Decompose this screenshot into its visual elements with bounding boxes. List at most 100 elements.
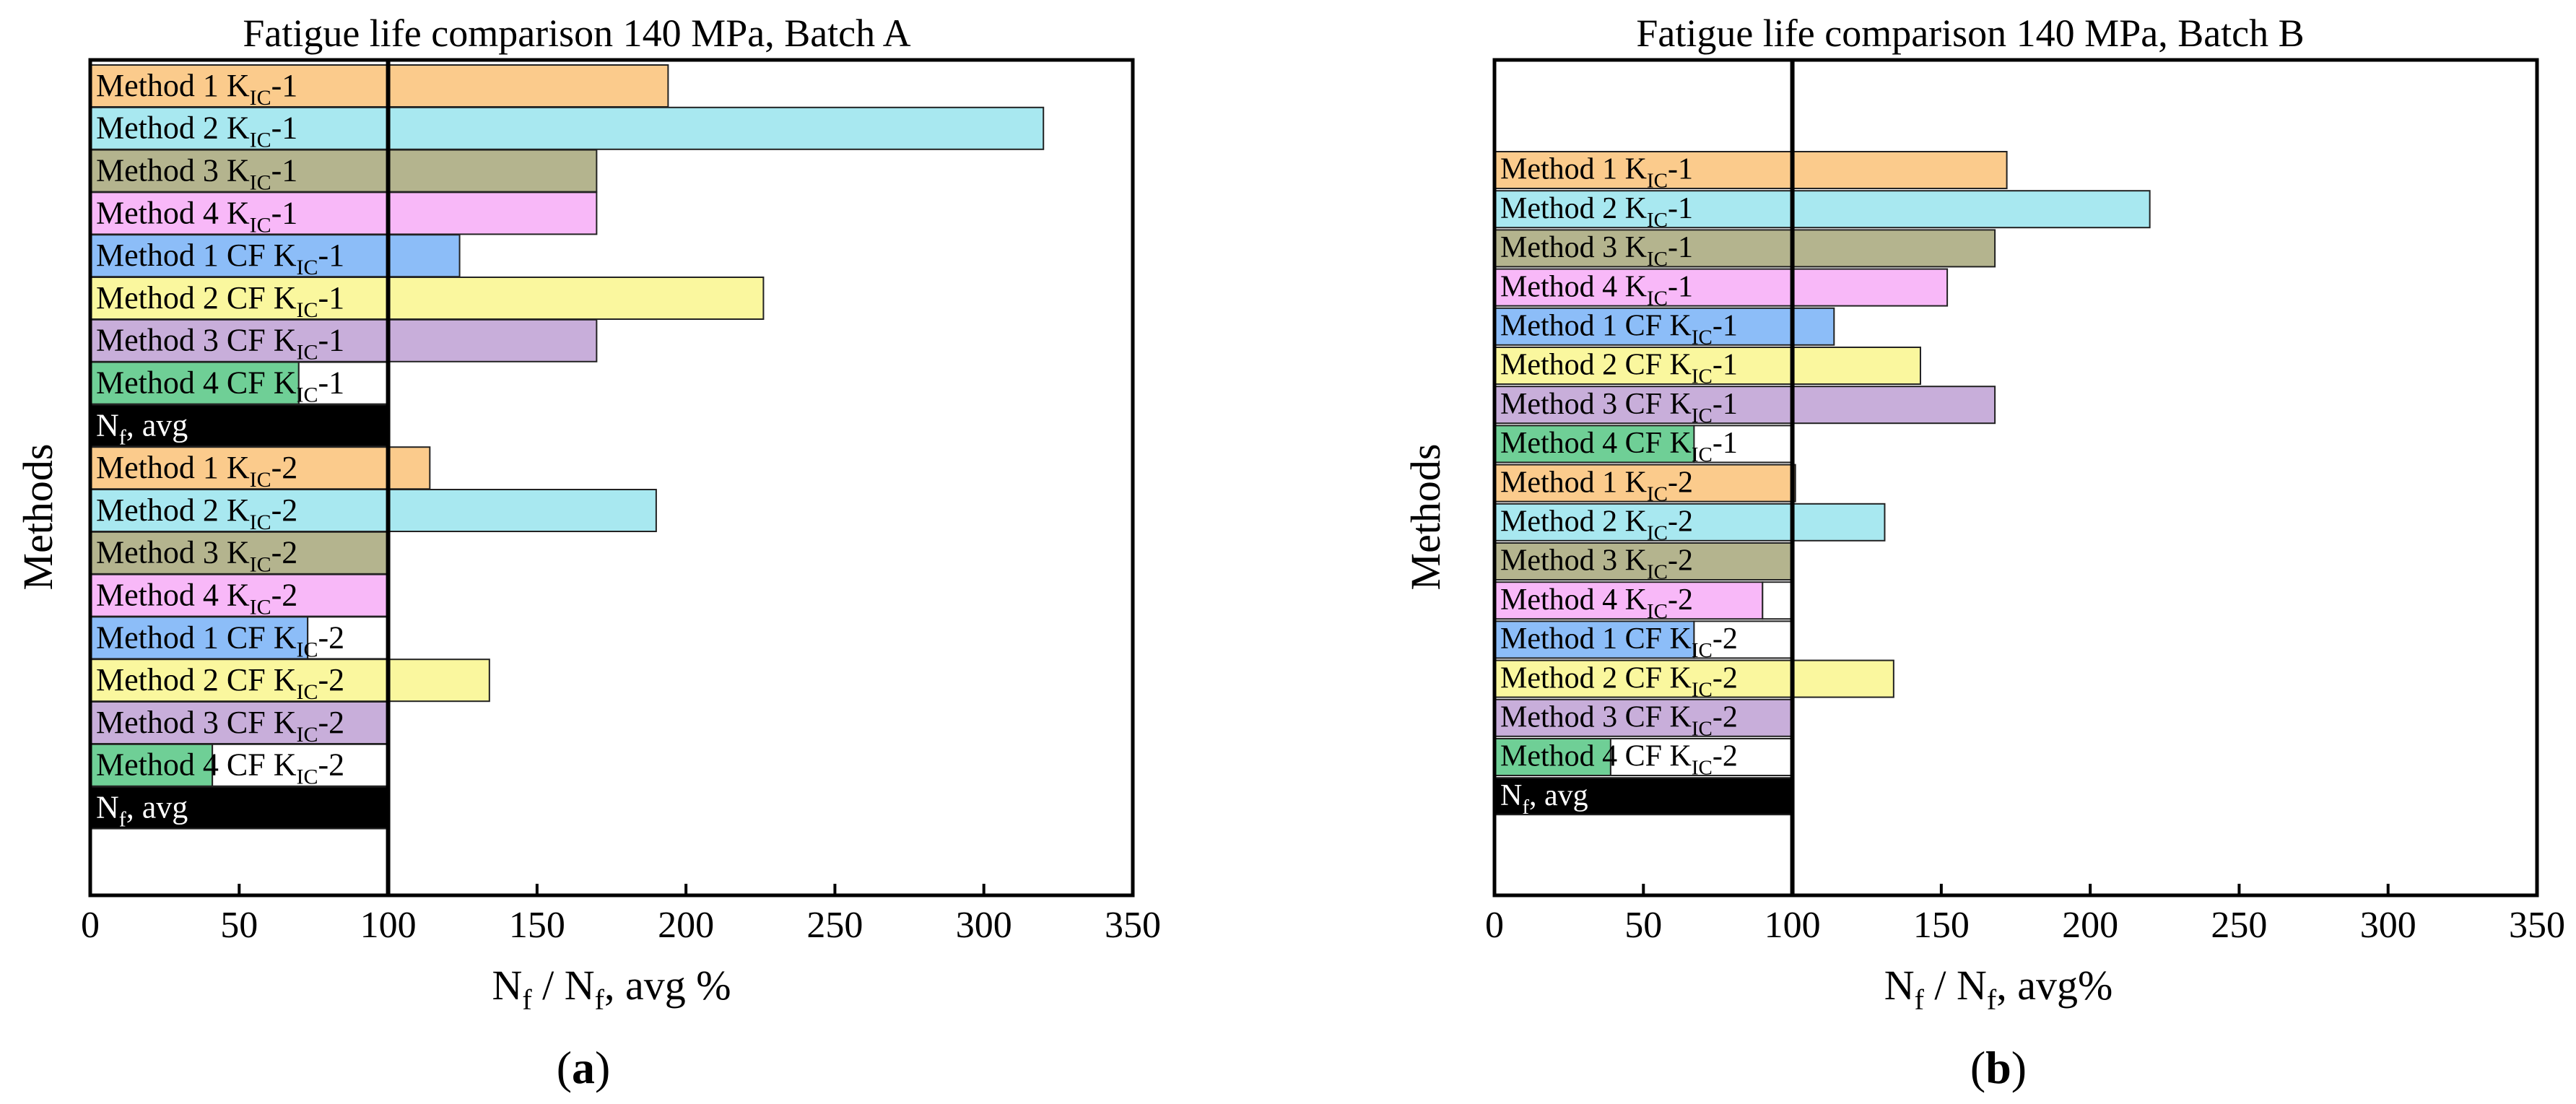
bar-label: Method 2 KIC-1 [1500,192,1693,232]
bar-label: Method 1 CF KIC-1 [1500,310,1738,349]
bar-label: Method 1 KIC-1 [96,68,297,110]
bar [90,106,1045,150]
x-label-sub: f [1915,983,1925,1016]
bar [90,64,669,108]
bar [1494,464,1796,503]
bar [1494,698,1793,737]
y-axis-label: Methods [1402,444,1449,591]
chart-title: Fatigue life comparison 140 MPa, Batch B [1636,12,2304,55]
bar-label-backing [1609,738,1793,776]
x-tick-label: 350 [2509,905,2565,946]
x-label-end: , avg % [604,962,731,1009]
x-tick-label: 0 [1485,905,1504,946]
chart-title: Fatigue life comparison 140 MPa, Batch A [243,12,910,55]
x-tick-label: 300 [956,905,1012,946]
bar [90,786,389,830]
x-label-sub: f [1987,983,1997,1016]
x-tick-label: 100 [1765,905,1821,946]
bar-label: Method 2 CF KIC-1 [1500,349,1738,388]
bar-label: Method 3 KIC-1 [96,153,297,195]
bar-label: Method 1 CF KIC-1 [96,238,344,279]
bar-label: Method 1 CF KIC-2 [1500,622,1738,662]
bar-label: Method 1 KIC-2 [96,450,297,492]
bar [90,277,765,320]
x-label-n: N [1884,962,1915,1009]
bar-label: Method 1 KIC-2 [1500,466,1693,505]
bar-label: Method 2 CF KIC-1 [96,280,344,322]
bar-label: Method 4 CF KIC-1 [1500,427,1738,466]
x-tick-label: 350 [1105,905,1161,946]
x-label-mid: / N [532,962,595,1009]
x-tick-label: 200 [2062,905,2118,946]
bar-label: Method 4 KIC-2 [96,578,297,620]
bar-label: Method 2 KIC-1 [96,110,297,152]
bar-label: Method 1 CF KIC-2 [96,620,344,661]
bar [90,701,389,744]
panel-b: Fatigue life comparison 140 MPa, Batch B… [1402,12,2565,1093]
x-tick-label: 150 [509,905,565,946]
bar-label: Method 3 KIC-1 [1500,231,1693,271]
bar-label: Method 3 CF KIC-2 [1500,701,1738,741]
bar [1494,151,2008,189]
x-axis-ticks: 0 50 100 150 200 250 300 350 [81,884,1161,946]
bar-label: Method 1 KIC-1 [1500,153,1693,193]
x-axis-label: Nf / Nf, avg % [492,962,731,1016]
bar-label: Method 4 CF KIC-1 [96,365,344,407]
y-axis-label: Methods [14,444,61,591]
bar-label: Method 4 CF KIC-2 [96,747,344,789]
bar [90,191,598,235]
x-tick-label: 300 [2360,905,2416,946]
bar-label-backing [1693,620,1793,659]
x-axis-label: Nf / Nf, avg% [1884,962,2113,1016]
bar-label: Nf, avg [1500,779,1588,819]
panel-a: Fatigue life comparison 140 MPa, Batch A… [14,12,1161,1093]
x-tick-label: 0 [81,905,100,946]
bar-label: Method 2 KIC-2 [1500,505,1693,545]
bar-label-backing [307,616,389,660]
x-label-end: , avg% [1996,962,2112,1009]
bar-label-backing [212,743,389,787]
x-tick-label: 250 [806,905,863,946]
x-tick-label: 250 [2211,905,2267,946]
bar-label-backing [1693,425,1793,464]
panel-label: (a) [557,1042,611,1093]
x-label-n: N [492,962,522,1009]
bar-label: Method 3 CF KIC-2 [96,705,344,747]
bar-label: Method 2 CF KIC-2 [96,662,344,704]
bar-label: Nf, avg [96,407,188,449]
bar-label: Method 4 KIC-2 [1500,583,1693,623]
plot-frame [1492,58,2539,897]
x-label-mid: / N [1924,962,1987,1009]
bar-label: Method 2 CF KIC-2 [1500,661,1738,701]
bar-label: Method 3 CF KIC-1 [96,323,344,365]
x-axis-ticks: 0 50 100 150 200 250 300 350 [1485,884,2565,946]
bar [1494,307,1835,346]
x-tick-label: 150 [1913,905,1970,946]
bar [1494,347,1921,385]
plot-frame [88,58,1135,897]
x-tick-label: 200 [658,905,714,946]
bar [90,234,461,278]
x-tick-label: 100 [360,905,417,946]
x-tick-label: 50 [1624,905,1662,946]
bar-label: Method 3 KIC-2 [1500,544,1693,584]
bar-label: Method 4 KIC-1 [96,195,297,237]
bar [90,361,300,405]
bar-label: Method 3 CF KIC-1 [1500,388,1738,427]
bar-label: Method 4 CF KIC-2 [1500,740,1738,780]
bar-label-backing [1762,581,1793,620]
bar-label: Method 4 KIC-1 [1500,270,1693,310]
x-label-sub: f [522,983,532,1016]
x-tick-label: 50 [220,905,258,946]
bar-label: Method 3 KIC-2 [96,535,297,577]
bar [1494,581,1764,620]
panel-label: (b) [1970,1042,2027,1093]
bar [90,318,598,362]
bar [1494,777,1793,816]
bar-label: Nf, avg [96,790,188,832]
bar [1494,229,1996,268]
bar-label: Method 2 KIC-2 [96,492,297,534]
